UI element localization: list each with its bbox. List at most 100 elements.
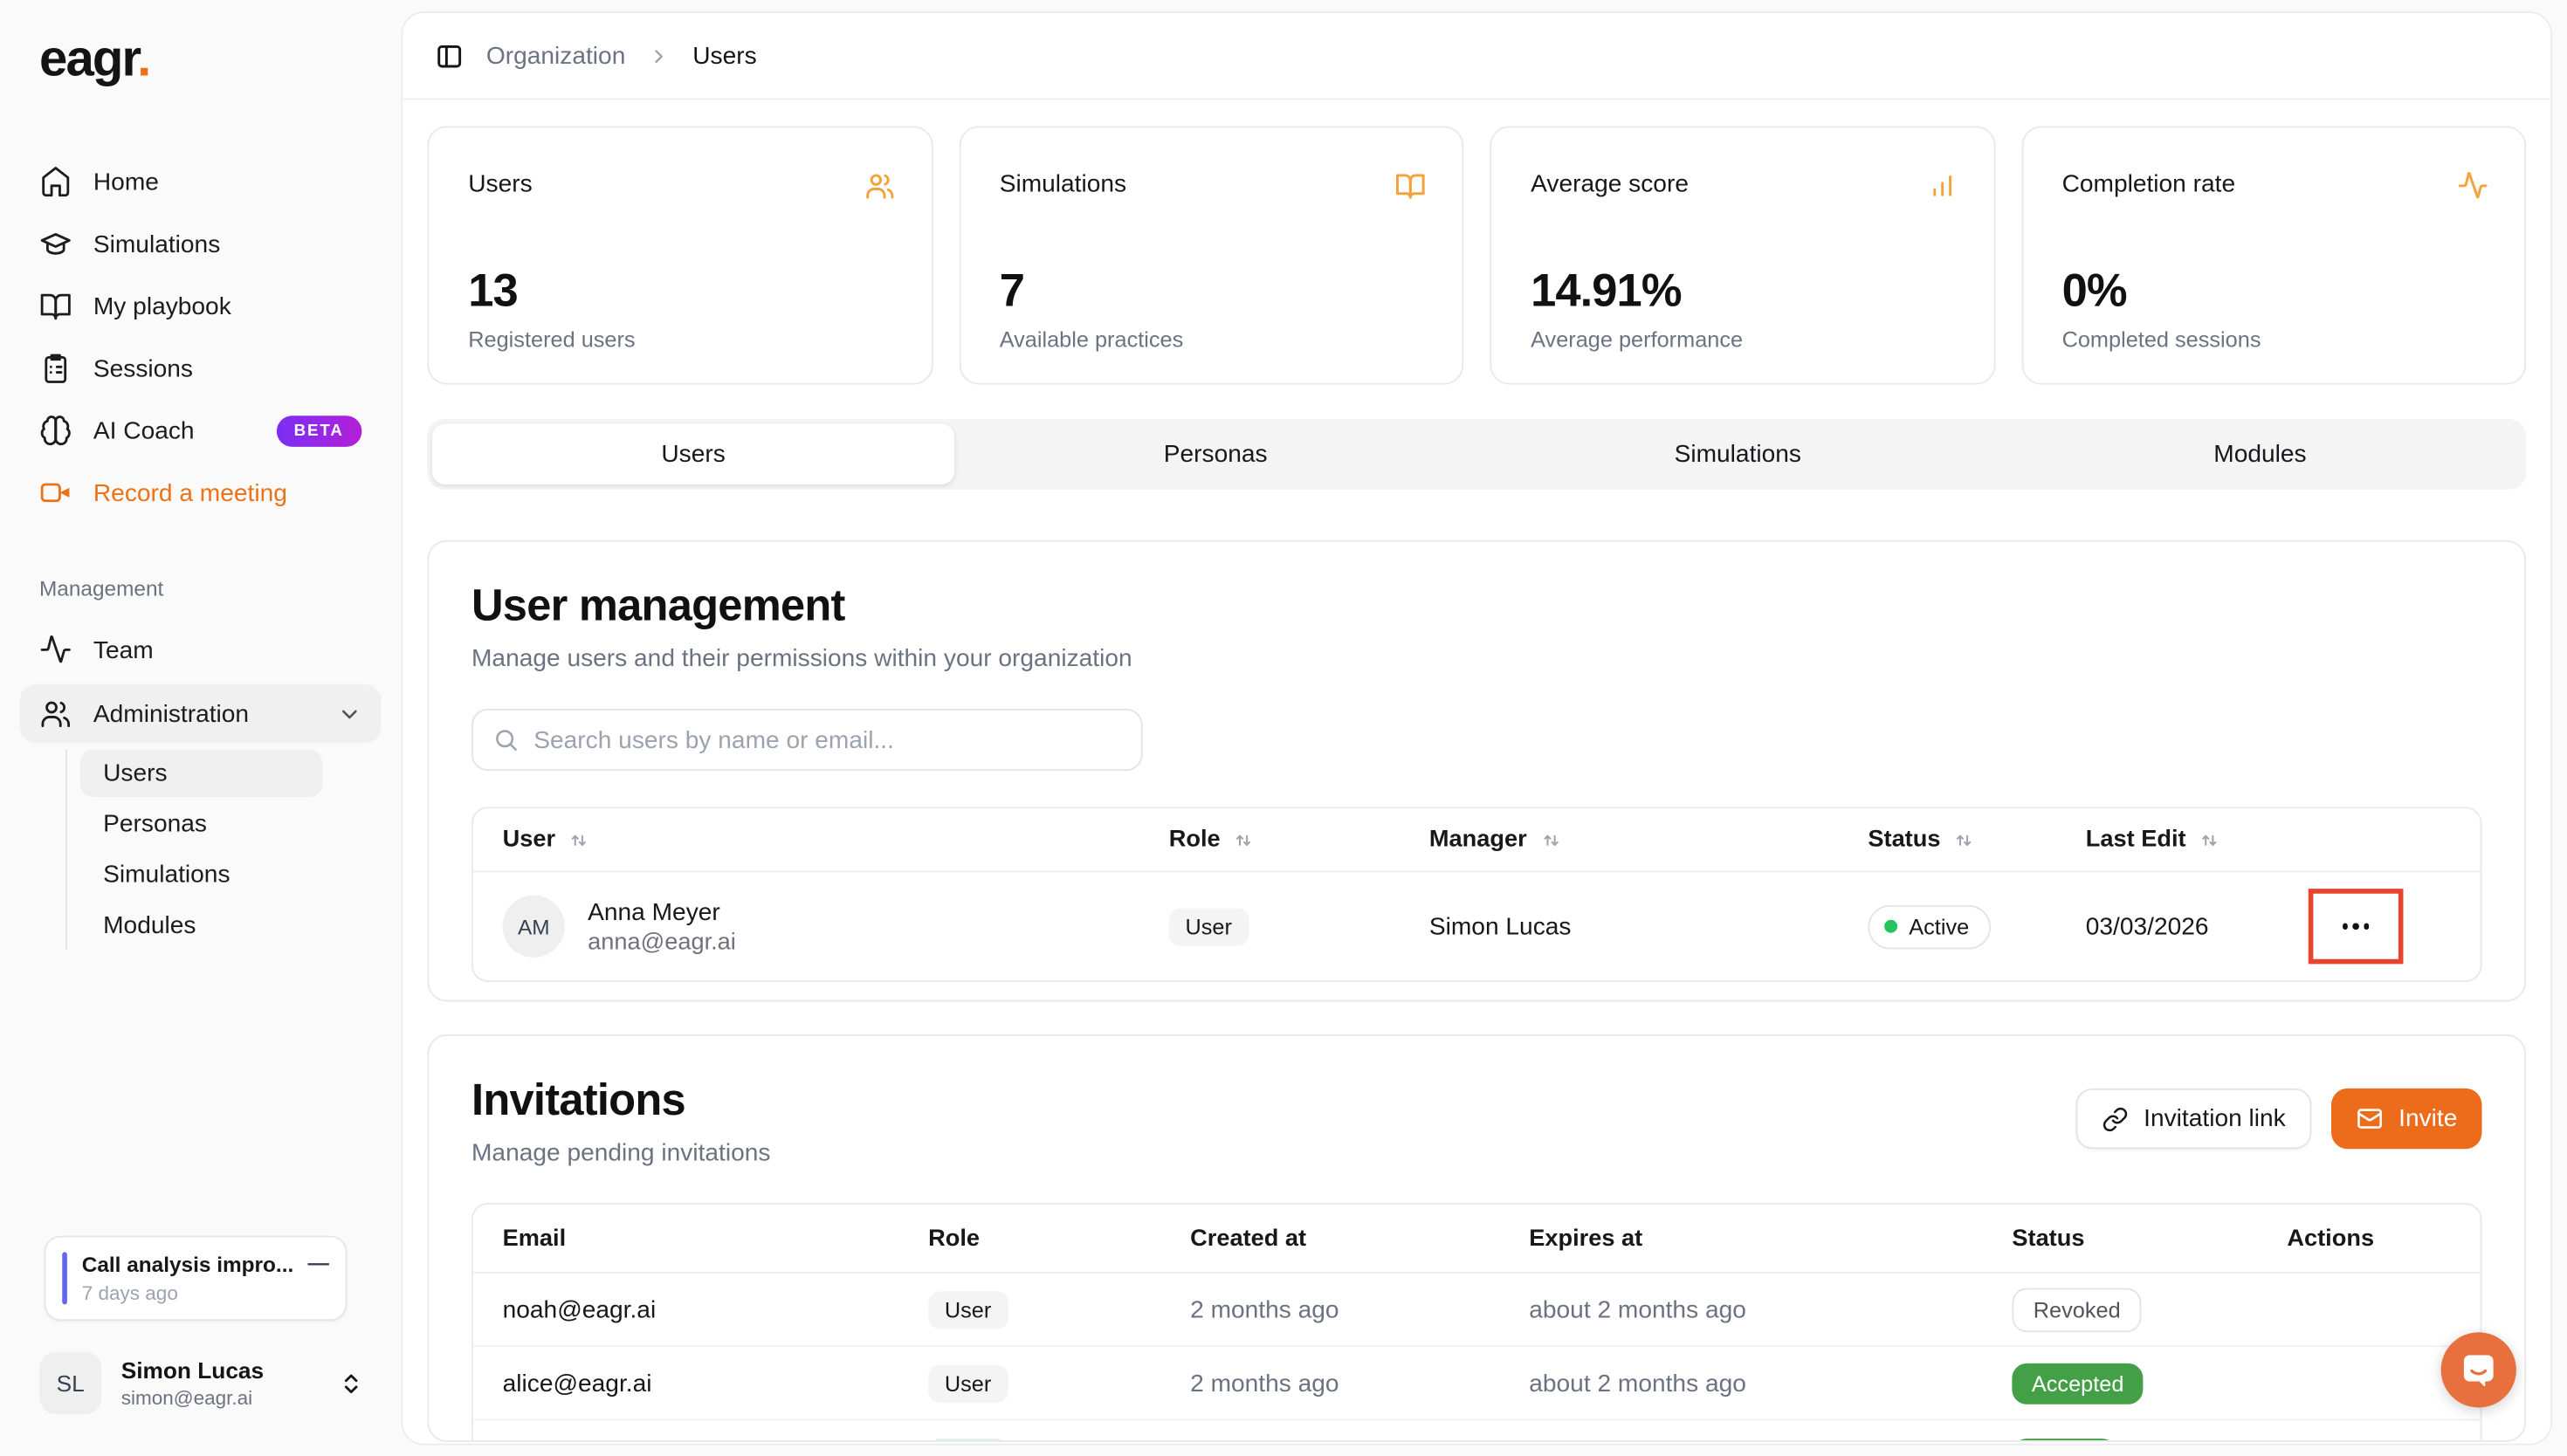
sidebar-item-sessions[interactable]: Sessions (0, 337, 401, 399)
notification-title: Call analysis impro... (81, 1252, 294, 1277)
sidebar-item-my-playbook[interactable]: My playbook (0, 275, 401, 337)
column-header-created-at: Created at (1190, 1225, 1307, 1252)
sidebar-item-label: Modules (103, 911, 196, 940)
stat-caption: Average performance (1531, 327, 1744, 353)
sidebar-item-label: Simulations (103, 861, 231, 889)
chat-launcher-button[interactable] (2440, 1332, 2516, 1408)
chevrons-up-down-icon (339, 1370, 363, 1395)
invite-button[interactable]: Invite (2331, 1088, 2482, 1150)
notification-card[interactable]: Call analysis impro... 7 days ago — (44, 1235, 348, 1322)
logo-dot: . (137, 29, 151, 87)
table-row-partial (473, 1421, 2481, 1440)
management-section-label: Management (39, 576, 164, 601)
sidebar-item-administration[interactable]: Administration (19, 683, 382, 744)
column-header-last-edit[interactable]: Last Edit (2086, 827, 2309, 853)
logo-text: eagr (39, 29, 139, 87)
table-row[interactable]: AM Anna Meyer anna@eagr.ai User Simon Lu… (473, 872, 2481, 980)
status-badge-accepted: Accepted (2012, 1362, 2144, 1404)
eagr-logo[interactable]: eagr. (39, 29, 151, 89)
invitations-table: Email Role Created at Expires at Status … (471, 1203, 2482, 1440)
sidebar-item-simulations[interactable]: Simulations (0, 213, 401, 275)
column-header-expires-at: Expires at (1529, 1225, 1643, 1252)
sort-icon[interactable] (568, 829, 589, 850)
administration-subnav: Users Personas Simulations Modules (65, 749, 401, 950)
sidebar-item-ai-coach[interactable]: AI Coach BETA (0, 400, 401, 462)
activity-icon (2457, 170, 2488, 202)
sidebar-item-label: Personas (103, 810, 207, 838)
tab-modules[interactable]: Modules (2213, 440, 2307, 469)
sidebar-item-record-a-meeting[interactable]: Record a meeting (0, 462, 401, 524)
active-dot-icon (1884, 919, 1898, 933)
role-badge: User (928, 1290, 1008, 1329)
sidebar-subitem-personas[interactable]: Personas (80, 800, 323, 848)
tab-simulations[interactable]: Simulations (1674, 440, 1801, 469)
search-input[interactable] (533, 725, 1122, 754)
users-icon (39, 697, 72, 731)
column-header-role[interactable]: Role (1169, 827, 1429, 853)
status-badge-revoked: Revoked (2012, 1287, 2143, 1332)
table-row[interactable]: alice@eagr.ai User 2 months ago about 2 … (472, 1347, 2481, 1421)
sidebar-toggle-icon[interactable] (436, 42, 464, 70)
sort-icon[interactable] (1953, 829, 1974, 850)
expires-cell: about 2 months ago (1529, 1295, 1746, 1323)
role-cell: User (928, 1290, 1190, 1329)
notification-body: Call analysis impro... 7 days ago (82, 1252, 293, 1304)
breadcrumb-users: Users (692, 41, 757, 70)
sidebar-item-label: AI Coach (93, 416, 195, 445)
sort-icon[interactable] (1540, 829, 1561, 850)
status-cell (2012, 1439, 2287, 1440)
tab-personas[interactable]: Personas (1163, 440, 1268, 469)
stat-card-simulations: Simulations 7 Available practices (958, 126, 1464, 385)
sidebar-item-label: Administration (93, 699, 250, 728)
sidebar-item-home[interactable]: Home (0, 151, 401, 213)
stat-caption: Available practices (999, 327, 1184, 353)
sidebar: eagr. Home Simulations My playbook Sessi… (0, 0, 401, 1456)
home-icon (39, 165, 72, 198)
role-badge: User (1168, 907, 1249, 945)
minimize-button[interactable]: — (307, 1250, 329, 1275)
breadcrumb-bar: Organization Users (403, 13, 2551, 100)
avatar: SL (39, 1351, 102, 1414)
sidebar-subitem-modules[interactable]: Modules (80, 902, 323, 949)
chevron-down-icon (337, 701, 361, 725)
invitations-titles: Invitations Manage pending invitations (471, 1075, 770, 1167)
column-header-actions: Actions (2287, 1225, 2375, 1252)
account-menu[interactable]: SL Simon Lucas simon@eagr.ai (39, 1351, 363, 1414)
stat-title: Simulations (999, 170, 1127, 198)
sidebar-item-team[interactable]: Team (0, 619, 401, 681)
email-cell: alice@eagr.ai (502, 1369, 652, 1398)
actions-cell (2308, 889, 2481, 965)
manager-cell: Simon Lucas (1428, 912, 1572, 941)
column-header-manager[interactable]: Manager (1429, 827, 1868, 853)
breadcrumb-organization[interactable]: Organization (485, 41, 626, 70)
sidebar-item-label: My playbook (93, 292, 231, 320)
user-ids: Anna Meyer anna@eagr.ai (588, 897, 736, 955)
row-actions-button[interactable] (2328, 902, 2384, 951)
column-header-status[interactable]: Status (1868, 827, 2085, 853)
tab-users[interactable]: Users (432, 423, 955, 484)
user-email: anna@eagr.ai (588, 929, 736, 956)
role-cell: User (928, 1363, 1190, 1402)
table-row[interactable]: noah@eagr.ai User 2 months ago about 2 m… (472, 1274, 2481, 1348)
role-cell: User (1168, 907, 1429, 945)
invitations-subtitle: Manage pending invitations (471, 1139, 771, 1167)
main-content: Organization Users Users 13 Registered u… (401, 11, 2553, 1446)
activity-icon (39, 634, 72, 667)
sort-icon[interactable] (1234, 829, 1255, 850)
invitations-actions: Invitation link Invite (2076, 1088, 2482, 1150)
video-camera-icon (39, 477, 72, 510)
status-cell: Active (1868, 903, 2085, 949)
bar-chart-icon (1926, 170, 1958, 202)
sidebar-item-label: Record a meeting (93, 478, 287, 507)
column-header-user[interactable]: User (473, 827, 1169, 853)
sidebar-nav: Home Simulations My playbook Sessions AI… (0, 151, 401, 525)
invitation-link-button[interactable]: Invitation link (2076, 1088, 2312, 1150)
chevron-right-icon (649, 45, 670, 66)
avatar: AM (502, 895, 565, 958)
sort-icon[interactable] (2199, 829, 2220, 850)
sidebar-subitem-simulations[interactable]: Simulations (80, 851, 323, 898)
role-badge (928, 1439, 1008, 1440)
sidebar-subitem-users[interactable]: Users (79, 749, 323, 798)
mail-icon (2356, 1105, 2384, 1133)
status-cell: Accepted (2012, 1362, 2287, 1404)
